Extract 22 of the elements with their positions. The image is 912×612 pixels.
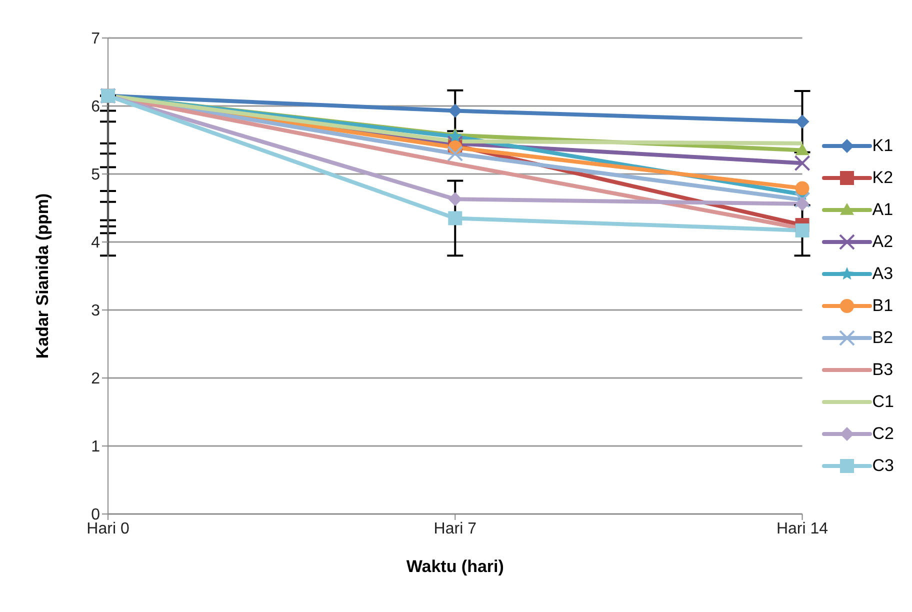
legend-label: C2	[872, 424, 894, 444]
y-axis-title: Kadar Sianida (ppm)	[33, 193, 52, 359]
y-tick-label: 2	[91, 370, 100, 388]
legend-label: A1	[872, 200, 894, 220]
y-tick-label: 1	[91, 438, 100, 456]
y-tick-label: 5	[91, 166, 100, 184]
legend-label: B3	[872, 360, 894, 380]
legend-label: C1	[872, 392, 894, 412]
y-tick-label: 3	[91, 302, 100, 320]
x-tick-label: Hari 7	[434, 520, 477, 538]
legend-label: K1	[872, 136, 894, 156]
legend-label: A3	[872, 264, 894, 284]
y-tick-label: 6	[91, 98, 100, 116]
legend-label: C3	[872, 456, 894, 476]
legend-label: A2	[872, 232, 894, 252]
x-tick-label: Hari 14	[776, 520, 828, 538]
y-tick-label: 4	[91, 234, 100, 252]
x-axis-title: Waktu (hari)	[406, 557, 504, 576]
legend-label: B1	[872, 296, 894, 316]
y-tick-label: 7	[91, 30, 100, 48]
legend-label: K2	[872, 168, 894, 188]
legend-label: B2	[872, 328, 894, 348]
